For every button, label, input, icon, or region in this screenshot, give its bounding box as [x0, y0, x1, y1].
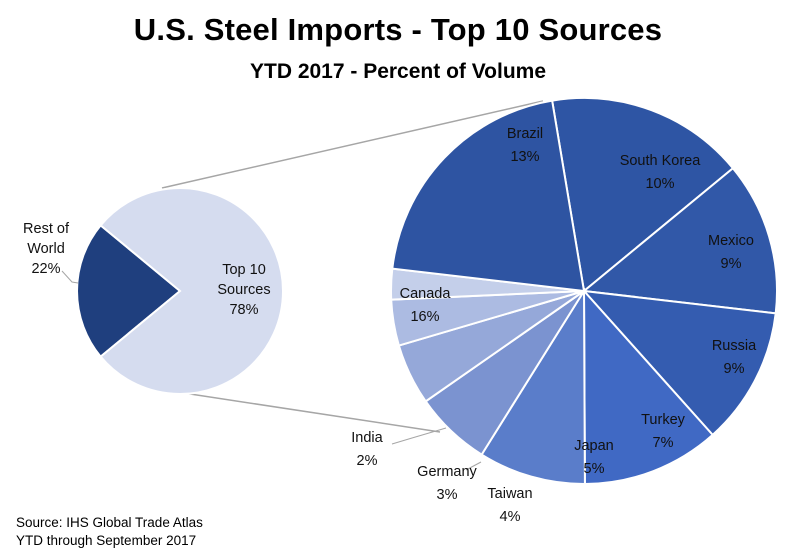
secondary-pie [390, 97, 778, 486]
source-line-1: Source: IHS Global Trade Atlas [16, 515, 203, 530]
data-label-germany: Germany 3% [417, 464, 477, 503]
data-label-canada: Canada 16% [400, 286, 452, 325]
data-label-india: India 2% [351, 430, 383, 469]
data-label-south-korea: South Korea 10% [620, 153, 702, 192]
data-label-top-10-sources: Top 10 Sources 78% [217, 262, 270, 318]
secondary-slice-brazil [550, 97, 735, 293]
source-line-2: YTD through September 2017 [16, 533, 197, 548]
leader-line-rest-of-world [61, 270, 79, 284]
secondary-slice-south-korea [581, 166, 778, 315]
primary-slice-rest-of-world [76, 223, 182, 359]
data-label-japan: Japan 5% [574, 438, 614, 477]
chart-title: U.S. Steel Imports - Top 10 Sources [133, 12, 663, 47]
leader-line-germany [465, 461, 482, 471]
secondary-slice-turkey [480, 287, 586, 486]
data-label-mexico: Mexico 9% [708, 233, 754, 272]
secondary-slice-canada [391, 99, 586, 293]
connector-line-top [161, 100, 544, 189]
secondary-slice-mexico [581, 289, 777, 437]
connector-line-bottom [163, 389, 441, 433]
data-label-taiwan: Taiwan 4% [487, 486, 532, 525]
data-label-russia: Russia 9% [712, 338, 757, 377]
data-label-turkey: Turkey 7% [641, 412, 686, 451]
source-note: Source: IHS Global Trade Atlas YTD throu… [16, 514, 203, 550]
data-label-brazil: Brazil 13% [507, 126, 543, 165]
primary-slice-top-10-sources [99, 187, 285, 395]
data-label-rest-of-world: Rest of World 22% [23, 221, 70, 277]
chart-subtitle: YTD 2017 - Percent of Volume [249, 60, 547, 83]
primary-pie [76, 187, 285, 395]
secondary-slice-russia [582, 288, 715, 486]
data-labels: Rest of World 22% Top 10 Sources 78% Brazil 13%… [23, 126, 757, 525]
leader-line-india [391, 427, 447, 445]
